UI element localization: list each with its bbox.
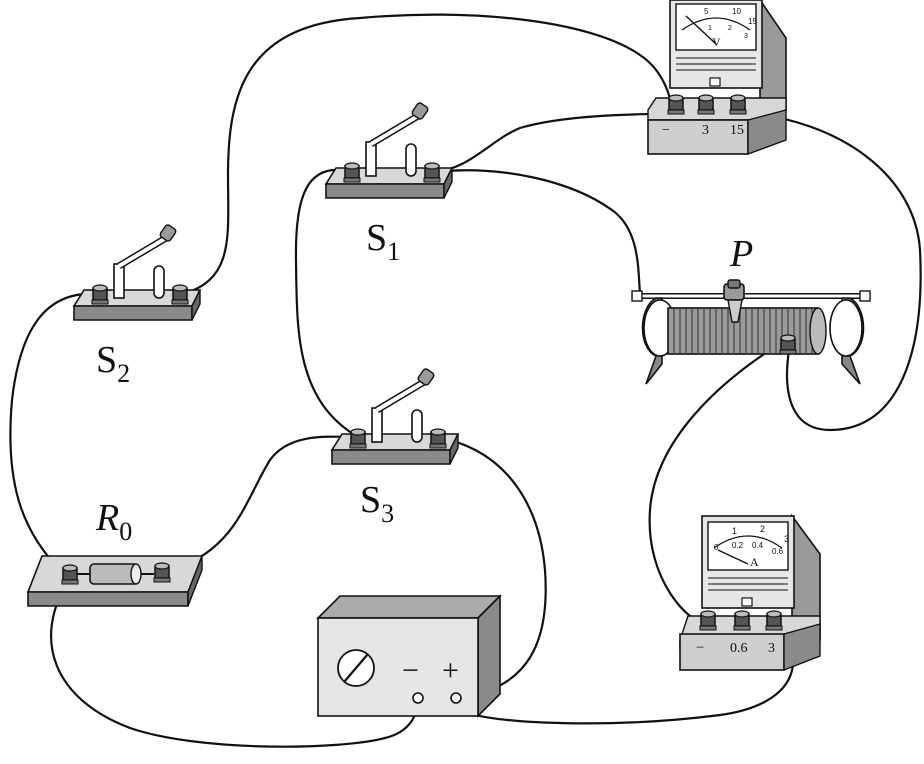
ammeter-terminal-minus: − (696, 640, 704, 656)
wire-s1-s3 (294, 168, 359, 438)
voltmeter-scale-top-1: 5 (704, 7, 709, 16)
switch-s3[interactable] (330, 368, 460, 465)
voltmeter-scale-top-2: 10 (732, 7, 741, 16)
label-s2-sub: 2 (117, 359, 130, 388)
ammeter-scale-top-2: 2 (760, 524, 765, 534)
switch-s2[interactable] (72, 224, 202, 321)
voltmeter-scale-bottom-1: 1 (708, 25, 712, 32)
wire-s2-voltmeter (181, 13, 677, 296)
wire-r0-supply-minus (50, 577, 420, 748)
supply-terminal-plus[interactable] (450, 692, 462, 704)
wire-rheostat-ammeter (648, 339, 787, 626)
voltmeter-scale-top-3: 15 (748, 17, 757, 26)
voltmeter-unit: V (712, 35, 721, 49)
voltmeter: 5 10 15 1 2 3 V − 3 15 (647, 0, 787, 156)
label-s2: S (96, 339, 117, 381)
supply-minus-label: − (402, 654, 419, 687)
svg-text:S2: S2 (96, 339, 130, 388)
supply-plus-label: + (442, 654, 459, 687)
wire-s2-r0 (9, 292, 99, 573)
rheostat-p[interactable] (631, 279, 871, 385)
svg-text:R0: R0 (95, 497, 132, 546)
label-p: P (729, 233, 753, 275)
label-s1-sub: 1 (387, 237, 400, 266)
ammeter-terminal-0-6: 0.6 (730, 641, 748, 656)
label-s3: S (360, 479, 381, 521)
voltmeter-scale-bottom-2: 2 (728, 25, 732, 32)
wire-voltmeter-rheostat (739, 110, 922, 432)
component-labels: S1 S2 S3 R0 P (95, 217, 753, 546)
ammeter-scale-top-1: 1 (732, 526, 737, 536)
ammeter: 1 2 3 0 0.2 0.4 0.6 A − 0.6 3 (679, 513, 821, 672)
label-s1: S (366, 217, 387, 259)
supply-terminal-minus[interactable] (412, 692, 424, 704)
ammeter-scale-bottom-3: 0.6 (772, 547, 784, 556)
voltmeter-terminal-3: 3 (702, 123, 709, 138)
label-r0: R (95, 497, 119, 539)
wire-r0-s3 (162, 435, 359, 574)
power-supply: − + (316, 594, 502, 718)
wire-s3-supply-plus (435, 435, 547, 700)
switch-s1[interactable] (324, 102, 454, 199)
svg-text:S3: S3 (360, 479, 394, 528)
label-r0-sub: 0 (119, 517, 132, 546)
voltmeter-scale-bottom-3: 3 (744, 33, 748, 40)
ammeter-unit: A (750, 555, 759, 569)
ammeter-terminal-3: 3 (768, 641, 775, 656)
voltmeter-terminal-minus: − (662, 123, 670, 138)
ammeter-scale-bottom-0: 0 (714, 543, 719, 552)
label-s3-sub: 3 (381, 499, 394, 528)
ammeter-scale-bottom-2: 0.4 (752, 541, 764, 550)
ammeter-scale-top-3: 3 (784, 534, 789, 544)
voltmeter-terminal-15: 15 (730, 123, 744, 138)
resistor-r0 (26, 555, 204, 607)
ammeter-scale-bottom-1: 0.2 (732, 541, 744, 550)
rheostat-slider[interactable] (723, 279, 745, 323)
wire-s1-rheostat (431, 169, 642, 295)
svg-text:S1: S1 (366, 217, 400, 266)
